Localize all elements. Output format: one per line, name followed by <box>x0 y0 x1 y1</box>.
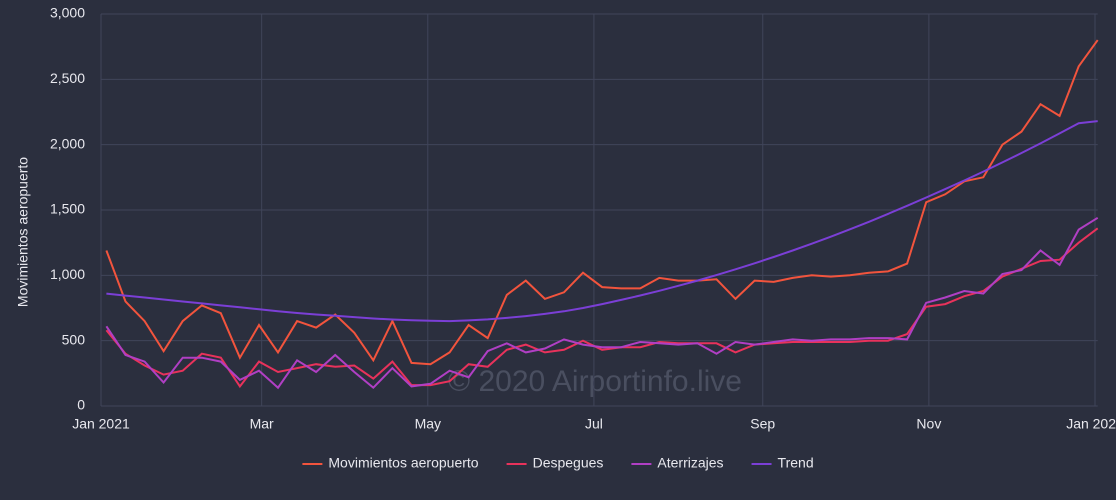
y-tick-label: 0 <box>77 397 85 413</box>
x-tick-label: May <box>415 416 441 432</box>
legend-label: Trend <box>778 455 814 471</box>
x-tick-label: Jan 2022 <box>1066 416 1116 432</box>
y-axis-label: Movimientos aeropuerto <box>15 157 31 307</box>
x-tick-label: Nov <box>916 416 941 432</box>
y-tick-label: 1,500 <box>50 201 85 217</box>
x-tick-label: Jul <box>585 416 603 432</box>
series-line <box>105 216 1099 390</box>
y-tick-label: 2,000 <box>50 135 85 151</box>
legend-label: Movimientos aeropuerto <box>328 455 478 471</box>
series-line <box>105 227 1099 389</box>
series-line <box>105 39 1099 366</box>
legend-label: Despegues <box>533 455 604 471</box>
y-tick-label: 3,000 <box>50 5 85 21</box>
x-tick-label: Jan 2021 <box>72 416 130 432</box>
y-tick-label: 1,000 <box>50 266 85 282</box>
y-tick-label: 2,500 <box>50 70 85 86</box>
watermark: © 2020 Airportinfo.live <box>448 365 742 398</box>
legend-label: Aterrizajes <box>657 455 723 471</box>
series-line <box>106 120 1098 323</box>
x-tick-label: Mar <box>250 416 274 432</box>
y-tick-label: 500 <box>62 331 86 347</box>
x-tick-label: Sep <box>750 416 775 432</box>
